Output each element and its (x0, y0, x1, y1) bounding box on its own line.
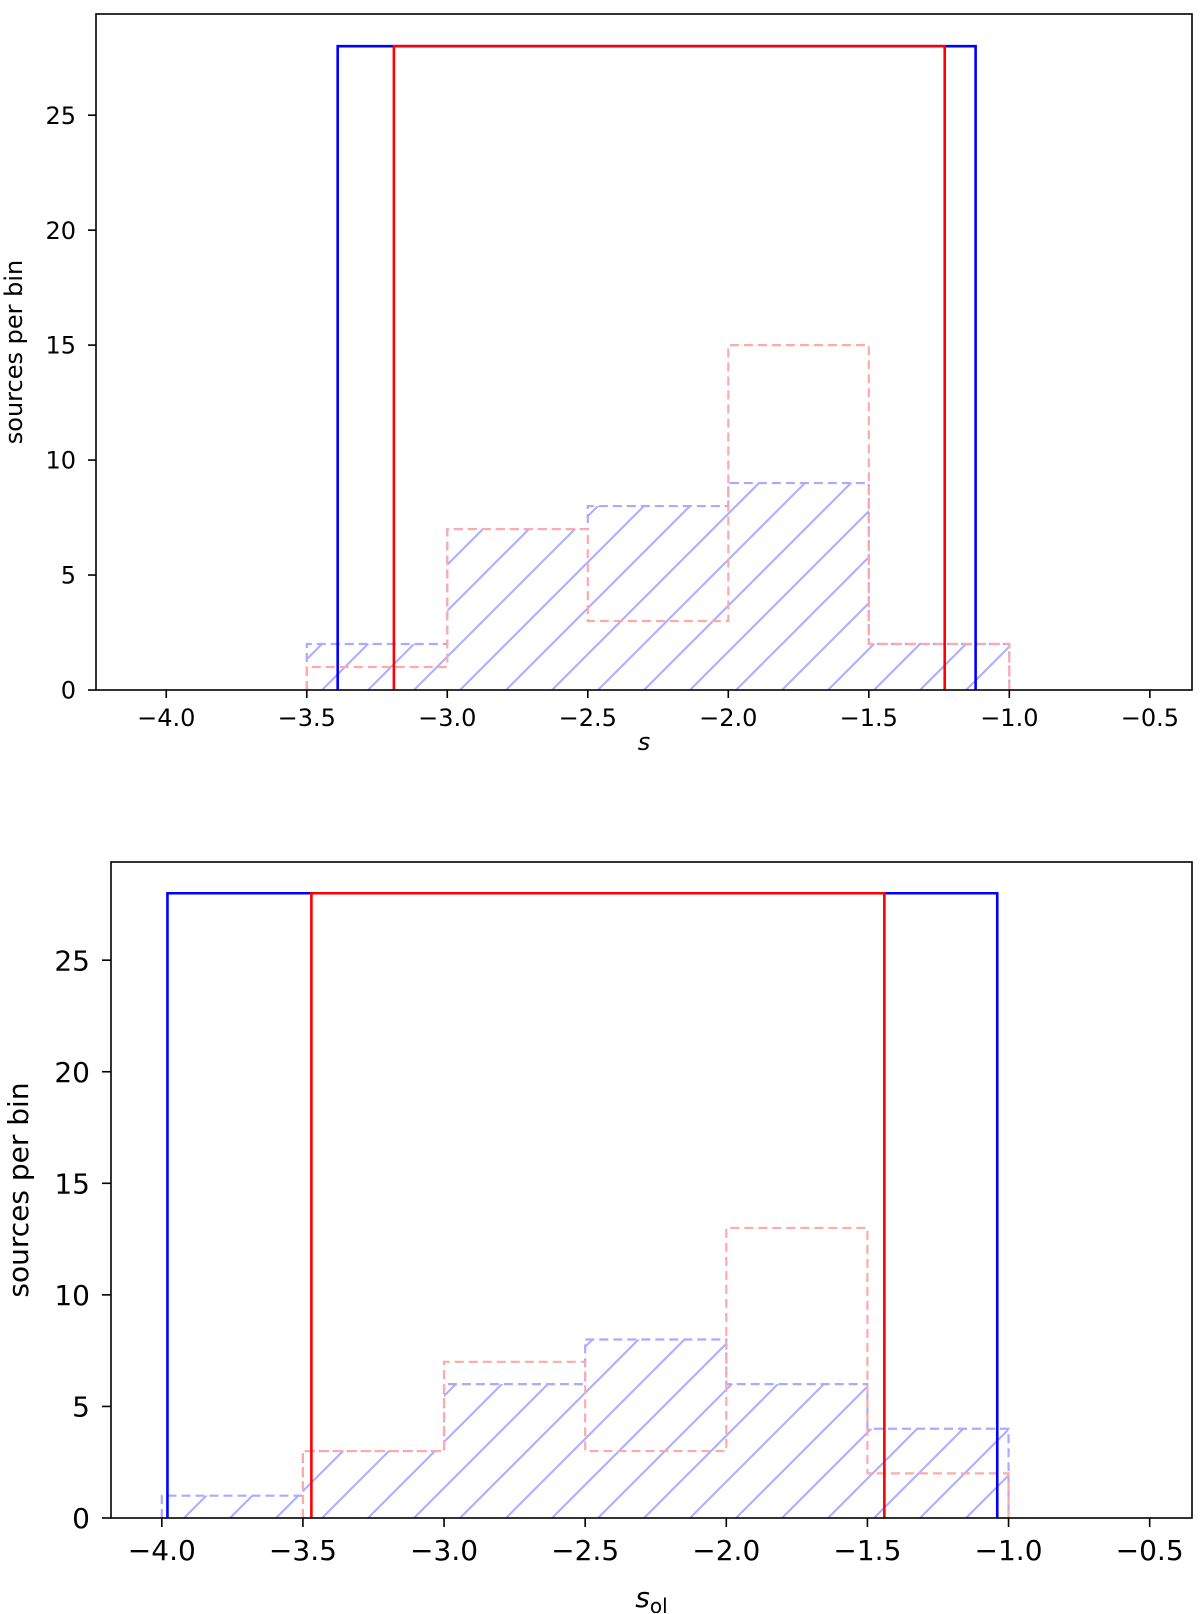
x-tick-label: −1.0 (975, 1534, 1043, 1567)
plot-area (160, 891, 1010, 1518)
x-tick-label: −1.0 (980, 704, 1038, 732)
blue-dashed-hatched-histogram-fill (306, 483, 1010, 690)
x-tick-label: −3.5 (269, 1534, 337, 1567)
y-tick-label: 20 (54, 1056, 90, 1089)
x-tick-label: −3.5 (278, 704, 336, 732)
histogram-bottom: −4.0 −3.5 −3.0 −2.5 −2.0 −1.5 −1.0 −0.5 0 5 10 15 20… (2, 861, 1193, 1614)
y-tick-label: 10 (54, 1279, 90, 1312)
red-dashed-histogram (301, 1226, 1010, 1518)
y-tick-label: 15 (54, 1167, 90, 1200)
y-axis-label: sources per bin (2, 1082, 35, 1297)
x-axis-label: sol (635, 1581, 667, 1614)
red-dashed-histogram-outline (301, 1226, 1010, 1518)
histogram-top: −4.0 −3.5 −3.0 −2.5 −2.0 −1.5 −1.0 −0.5 0 5 10 15 20… (0, 13, 1193, 756)
blue-dashed-hatched-histogram (305, 481, 1011, 690)
y-tick-label: 20 (45, 217, 76, 245)
x-tick-label: −0.5 (1116, 1534, 1184, 1567)
x-tick-label: −1.5 (833, 1534, 901, 1567)
x-tick-label: −4.0 (128, 1534, 196, 1567)
x-tick-label: −2.5 (551, 1534, 619, 1567)
red-dashed-histogram (305, 344, 1011, 690)
x-tick-label: −2.0 (699, 704, 757, 732)
x-tick-label: −3.0 (410, 1534, 478, 1567)
x-tick-label: −2.0 (692, 1534, 760, 1567)
y-tick-label: 0 (72, 1502, 90, 1535)
red-range-box (310, 891, 886, 1518)
y-tick-label: 5 (72, 1391, 90, 1424)
red-dashed-histogram-outline (305, 344, 1011, 690)
axes-frame (95, 13, 1193, 691)
y-axis-label: sources per bin (0, 260, 28, 444)
blue-dashed-hatched-histogram-outline (305, 481, 1011, 690)
x-axis-label-subscript: ol (650, 1594, 668, 1614)
y-tick-label: 15 (45, 332, 76, 360)
axes-frame (110, 861, 1193, 1519)
plot-area (305, 44, 1011, 690)
x-axis-label: s (638, 728, 651, 756)
x-tick-label: −4.0 (137, 704, 195, 732)
x-tick-label: −0.5 (1121, 704, 1179, 732)
y-tick-label: 5 (61, 562, 76, 590)
x-tick-label: −1.5 (840, 704, 898, 732)
y-tick-label: 25 (45, 102, 76, 130)
y-tick-label: 0 (61, 677, 76, 705)
y-tick-label: 25 (54, 944, 90, 977)
x-tick-label: −2.5 (559, 704, 617, 732)
x-tick-label: −3.0 (418, 704, 476, 732)
y-tick-label: 10 (45, 447, 76, 475)
red-range-box (392, 44, 946, 690)
